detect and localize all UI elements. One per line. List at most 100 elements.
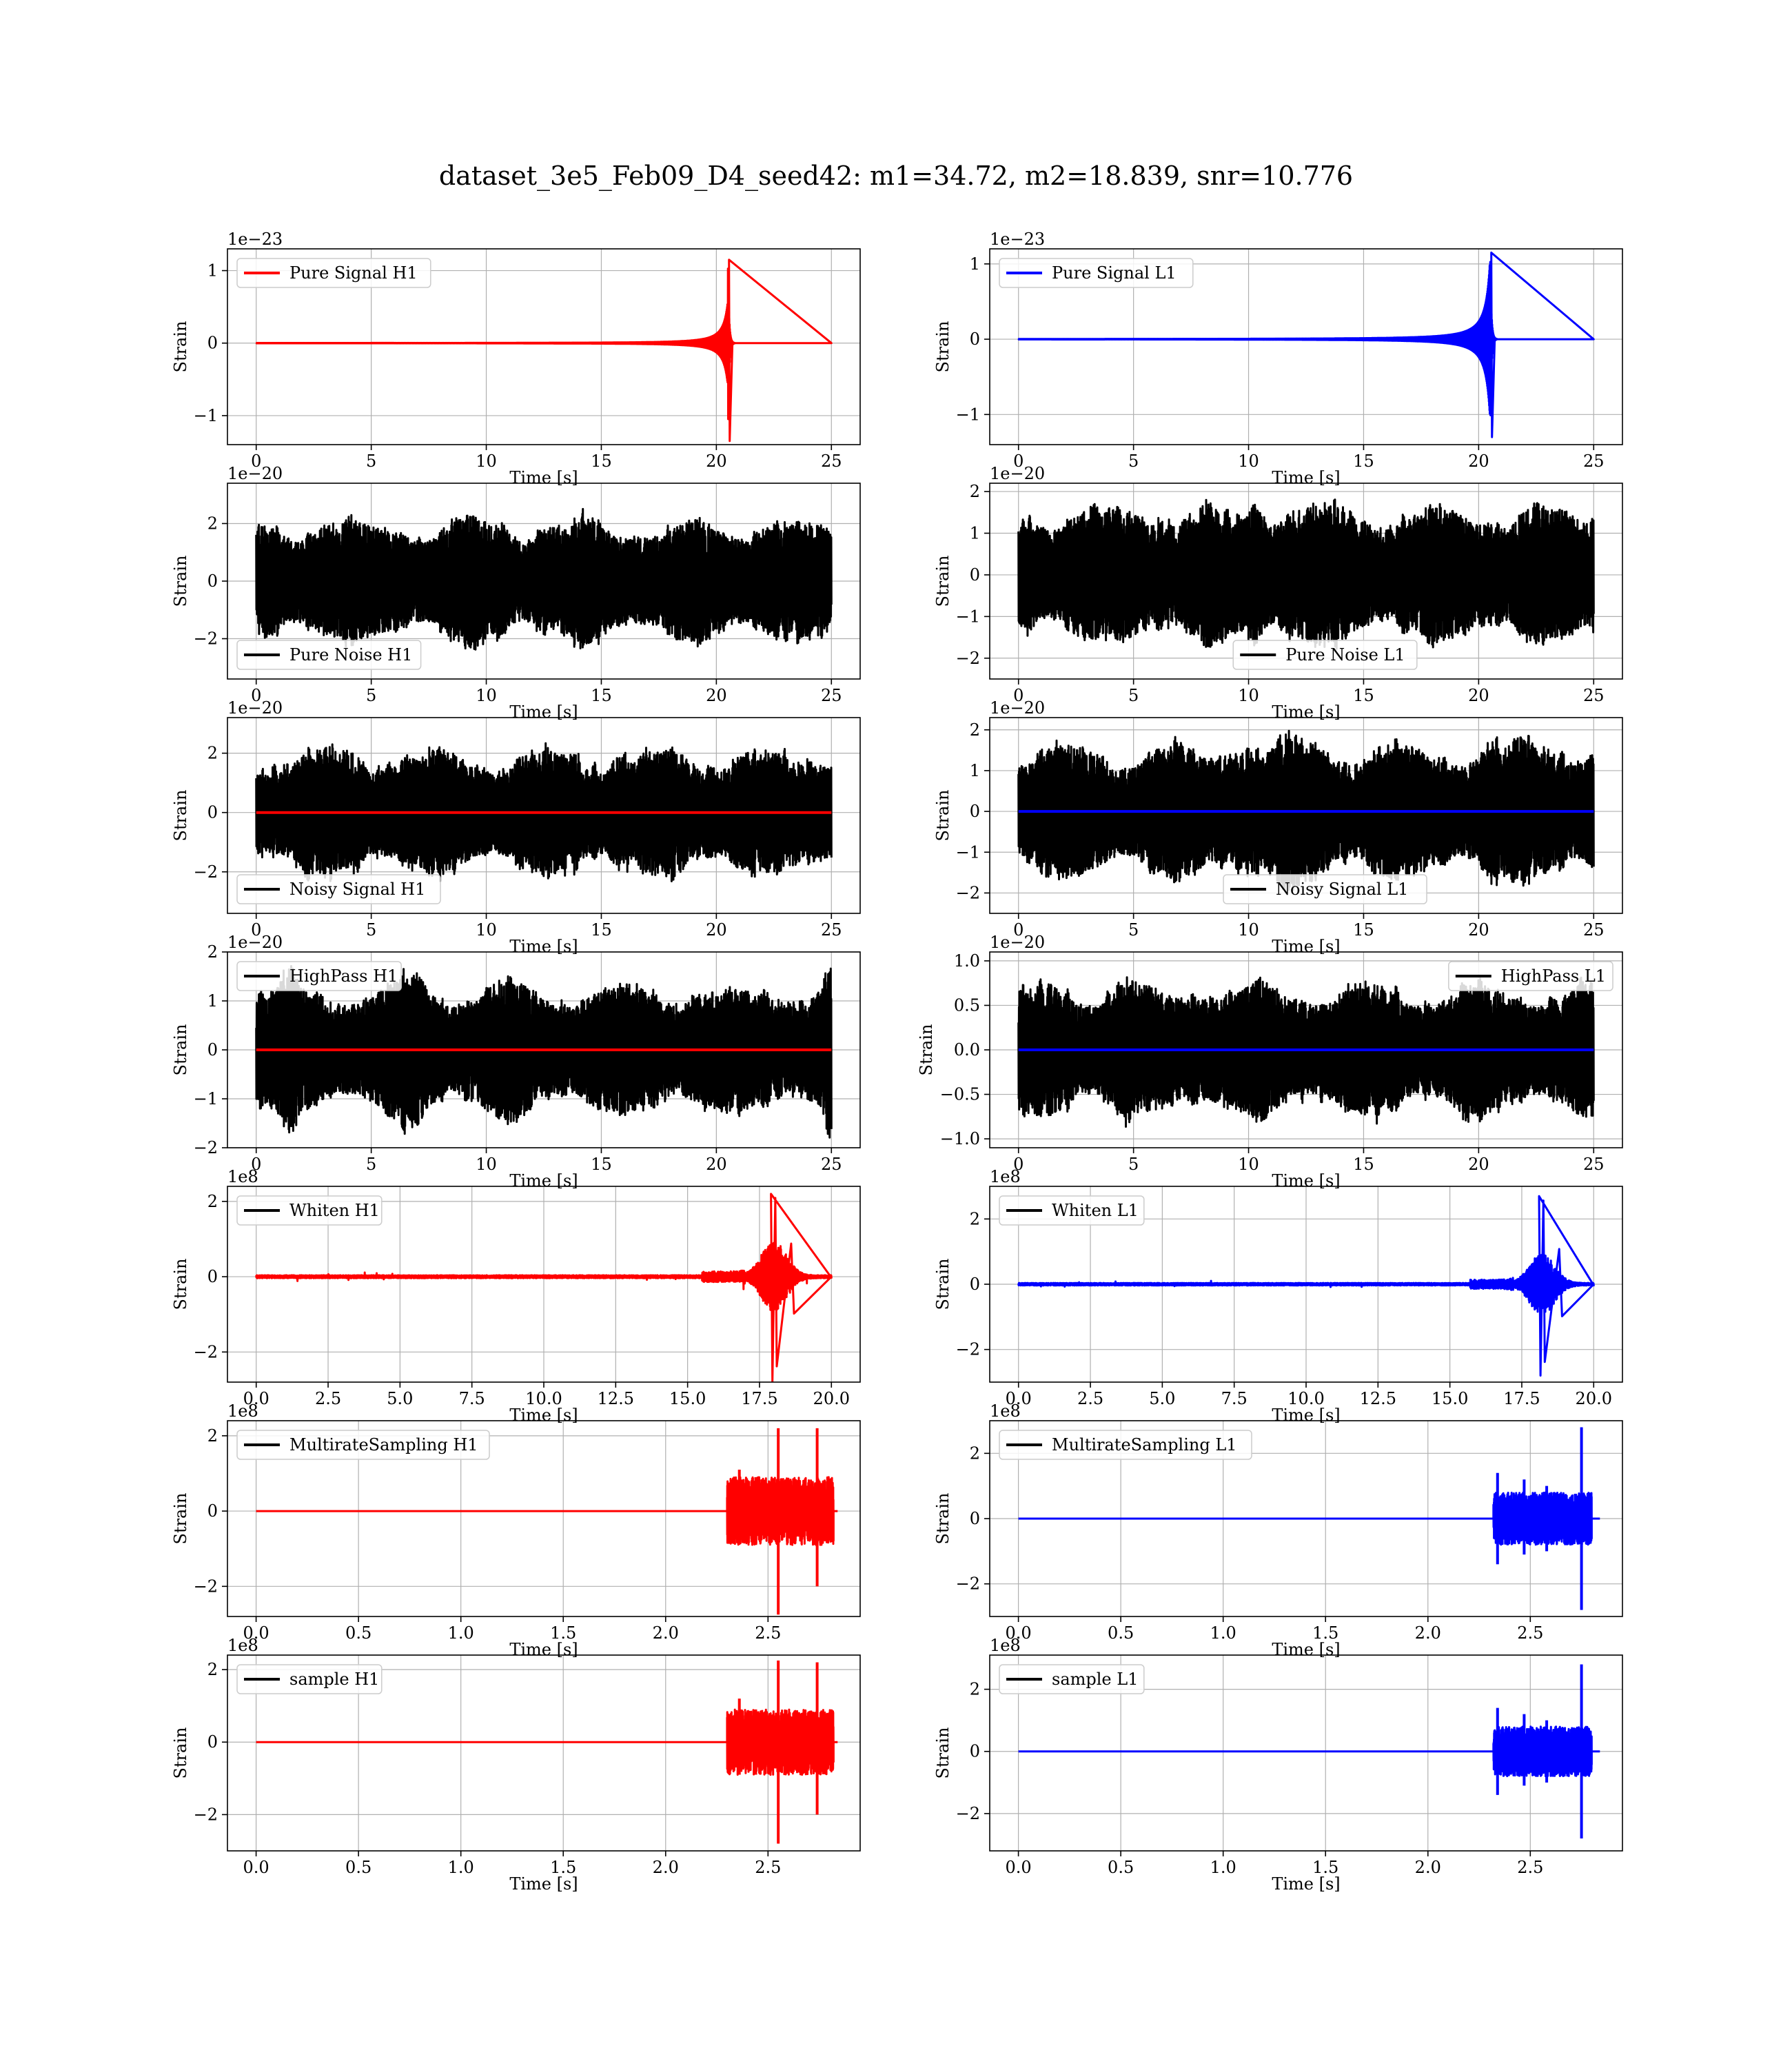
legend: HighPass L1 xyxy=(1448,961,1613,991)
subplot-h1-pure-signal: 0 5 10 15 20 25 −1 0 1 Time [s] Strain 1e−23 Pure Si… xyxy=(171,230,861,487)
y-tick-label: 0 xyxy=(207,1732,218,1752)
offset-text: 1e8 xyxy=(990,1636,1021,1655)
x-tick-label: 10 xyxy=(1238,686,1259,705)
x-tick-label: 1.5 xyxy=(1312,1623,1338,1643)
x-tick-label: 15 xyxy=(591,452,612,471)
legend: MultirateSampling L1 xyxy=(999,1430,1252,1460)
legend-label: Pure Signal L1 xyxy=(1052,263,1177,283)
x-axis-label: Time [s] xyxy=(1272,1640,1340,1659)
plot-area xyxy=(1017,976,1595,1128)
series-line xyxy=(1017,498,1595,650)
x-tick-label: 5 xyxy=(1128,920,1139,940)
y-axis-label: Strain xyxy=(933,1493,953,1545)
legend-label: sample L1 xyxy=(1052,1670,1138,1689)
x-tick-label: 15 xyxy=(591,920,612,940)
x-tick-label: 10 xyxy=(476,452,497,471)
y-tick-label: −2 xyxy=(194,862,218,882)
legend-label: Pure Signal H1 xyxy=(289,263,418,283)
x-axis-label: Time [s] xyxy=(1272,937,1340,956)
x-tick-label: 10 xyxy=(1238,452,1259,471)
y-tick-label: 0 xyxy=(207,803,218,822)
y-tick-label: −0.5 xyxy=(940,1085,980,1104)
subplot-h1-noisy-signal: 0 5 10 15 20 25 −2 0 2 Time [s] Strain 1e−20 Noisy S… xyxy=(171,698,861,956)
x-tick-label: 10 xyxy=(476,1155,497,1174)
x-tick-label: 12.5 xyxy=(598,1389,634,1408)
x-tick-label: 10 xyxy=(1238,1155,1259,1174)
legend-box xyxy=(1223,874,1427,904)
y-tick-label: −2 xyxy=(194,629,218,649)
series-line xyxy=(255,507,833,651)
x-tick-label: 0 xyxy=(1013,452,1024,471)
x-tick-label: 2.0 xyxy=(1415,1623,1441,1643)
legend-box xyxy=(1448,961,1613,991)
x-tick-label: 25 xyxy=(821,920,842,940)
legend: MultirateSampling H1 xyxy=(236,1430,490,1460)
x-tick-label: 2.5 xyxy=(755,1858,781,1877)
x-tick-label: 7.5 xyxy=(459,1389,485,1408)
x-tick-label: 2.5 xyxy=(1517,1623,1543,1643)
figure-title: dataset_3e5_Feb09_D4_seed42: m1=34.72, m… xyxy=(439,161,1353,192)
y-tick-label: 0 xyxy=(970,565,980,585)
y-tick-label: 1.0 xyxy=(954,951,980,971)
x-tick-label: 5 xyxy=(366,686,376,705)
legend-box xyxy=(236,1430,490,1460)
x-tick-label: 5 xyxy=(1128,452,1139,471)
y-tick-label: 2 xyxy=(207,1426,218,1446)
x-tick-label: 0.0 xyxy=(1006,1858,1032,1877)
subplot-l1-pure-noise: 0 5 10 15 20 25 −2 −1 0 1 2 Time [s] Strain 1e−20 Pure… xyxy=(933,464,1623,722)
subplot-h1-highpass: 0 5 10 15 20 25 −2 −1 0 1 2 Time [s] Strain 1e−20 High… xyxy=(171,933,861,1190)
series-line xyxy=(1018,1725,1600,1778)
y-tick-label: 1 xyxy=(207,261,218,281)
legend-label: Noisy Signal H1 xyxy=(289,880,425,899)
x-axis-label: Time [s] xyxy=(509,702,578,722)
y-tick-label: 0.0 xyxy=(954,1040,980,1060)
y-tick-label: −1 xyxy=(956,842,980,862)
offset-text: 1e−23 xyxy=(227,230,283,249)
y-tick-label: 1 xyxy=(970,254,980,274)
series-line xyxy=(1017,976,1595,1128)
x-tick-label: 2.0 xyxy=(1415,1858,1441,1877)
series-line xyxy=(1017,729,1595,891)
x-tick-label: 20 xyxy=(1468,452,1489,471)
plot-area xyxy=(255,742,833,882)
legend: Whiten H1 xyxy=(236,1195,383,1226)
y-tick-label: 2 xyxy=(970,1443,980,1463)
y-tick-label: 0 xyxy=(970,1742,980,1761)
y-tick-label: −1 xyxy=(956,405,980,424)
x-tick-label: 0.0 xyxy=(243,1623,269,1643)
y-tick-label: 0 xyxy=(970,330,980,349)
x-tick-label: 2.0 xyxy=(653,1858,679,1877)
subplot-h1-whiten: 0.0 2.5 5.0 7.5 10.0 12.5 15.0 17.5 20.0 −2 0 2 Time… xyxy=(171,1167,861,1425)
axes-frame xyxy=(989,717,1623,914)
axes-frame xyxy=(989,951,1623,1148)
plot-area xyxy=(255,258,833,443)
subplot-l1-whiten: 0.0 2.5 5.0 7.5 10.0 12.5 15.0 17.5 20.0 −2 0 2 Time… xyxy=(933,1167,1623,1425)
x-axis-label: Time [s] xyxy=(1272,702,1340,722)
subplot-l1-multirate: 0.0 0.5 1.0 1.5 2.0 2.5 −2 0 2 Time [s] Strain 1e8 M… xyxy=(933,1401,1623,1659)
y-tick-label: 1 xyxy=(970,524,980,543)
legend: Pure Signal L1 xyxy=(999,258,1194,288)
y-tick-label: −2 xyxy=(956,1574,980,1594)
legend-label: sample H1 xyxy=(289,1670,379,1689)
legend-label: MultirateSampling L1 xyxy=(1052,1435,1237,1454)
y-tick-label: −2 xyxy=(194,1577,218,1596)
y-axis-label: Strain xyxy=(933,1259,953,1310)
y-tick-label: −2 xyxy=(194,1342,218,1361)
legend: HighPass H1 xyxy=(236,961,402,991)
x-tick-label: 20 xyxy=(1468,920,1489,940)
offset-text: 1e−20 xyxy=(227,464,283,483)
y-tick-label: −1 xyxy=(956,607,980,626)
y-tick-label: 2 xyxy=(970,720,980,740)
x-tick-label: 15 xyxy=(1353,1155,1374,1174)
x-tick-label: 10.0 xyxy=(1287,1389,1324,1408)
x-tick-label: 0 xyxy=(1013,686,1024,705)
x-tick-label: 20.0 xyxy=(1576,1389,1612,1408)
x-tick-label: 20 xyxy=(1468,686,1489,705)
legend-box xyxy=(1232,640,1418,670)
y-tick-label: −2 xyxy=(194,1805,218,1824)
x-tick-label: 1.0 xyxy=(1210,1858,1236,1877)
x-tick-label: 20 xyxy=(706,686,727,705)
x-tick-label: 25 xyxy=(1583,686,1605,705)
y-tick-label: 0 xyxy=(207,571,218,591)
